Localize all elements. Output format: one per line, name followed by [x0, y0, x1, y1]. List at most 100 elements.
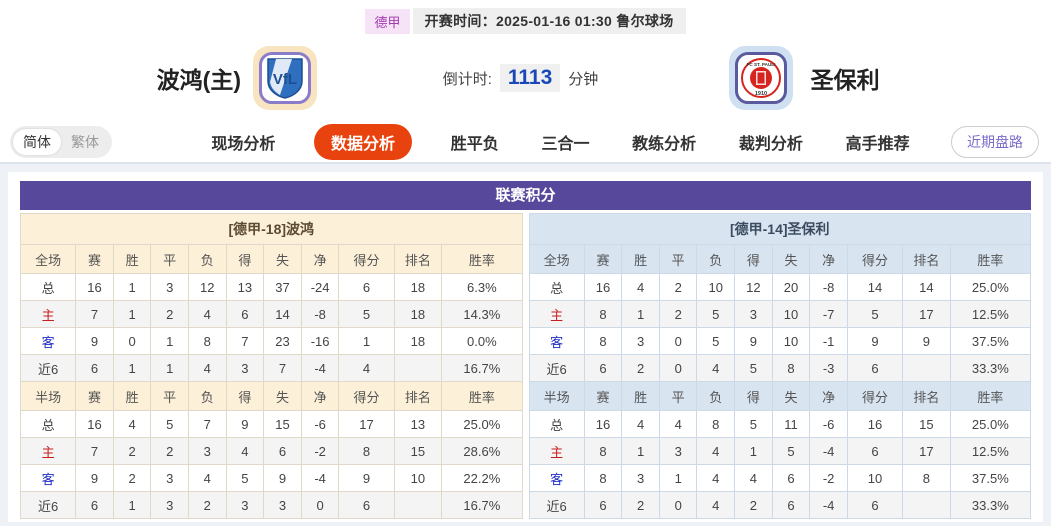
stat-cell: 4 — [225, 437, 265, 465]
stat-cell: 4 — [734, 464, 773, 492]
tab-教练分析[interactable]: 教练分析 — [632, 136, 697, 153]
stat-cell: 6.3% — [441, 273, 523, 301]
stat-cell: 5 — [696, 300, 736, 328]
stat-cell: 6 — [338, 273, 395, 301]
column-header: 排名 — [902, 381, 951, 411]
tab-现场分析[interactable]: 现场分析 — [211, 136, 276, 153]
stat-cell: 18 — [393, 300, 443, 328]
stat-cell: 5 — [734, 410, 773, 438]
home-team-block: 波鸿(主) VfL — [0, 46, 379, 110]
column-header: 胜 — [621, 381, 660, 411]
stat-cell: 7 — [225, 327, 265, 355]
table-row: 客 8 3 1 4 4 6 -2 10 8 37.5% — [528, 464, 1032, 492]
countdown-label: 倒计时: — [442, 70, 492, 88]
column-header: 负 — [696, 244, 736, 274]
stat-cell: 4 — [658, 410, 698, 438]
stat-cell: 6 — [583, 354, 623, 382]
stat-cell: 5 — [338, 300, 395, 328]
tab-数据分析[interactable]: 数据分析 — [314, 124, 413, 160]
stat-cell: 8 — [583, 464, 623, 492]
lang-option-简体[interactable]: 简体 — [13, 129, 61, 155]
stat-cell: 14 — [846, 273, 904, 301]
stat-cell: 23 — [263, 327, 302, 355]
column-header: 胜率 — [949, 244, 1032, 274]
stat-cell: 2 — [621, 491, 660, 519]
language-toggle[interactable]: 简体 繁体 — [10, 126, 112, 158]
stat-cell: 16 — [75, 410, 114, 438]
column-header: 全场 — [528, 244, 585, 274]
stat-cell: 4 — [187, 354, 227, 382]
tab-胜平负[interactable]: 胜平负 — [450, 136, 499, 153]
stat-cell: 10 — [771, 327, 811, 355]
stat-cell: 14 — [263, 300, 302, 328]
recent-trend-button[interactable]: 近期盘路 — [951, 126, 1039, 158]
countdown-value: 1113 — [499, 64, 561, 92]
stat-cell: 25.0% — [441, 410, 523, 438]
stat-cell: 9 — [263, 464, 302, 492]
stat-cell: 37 — [263, 273, 302, 301]
tab-裁判分析[interactable]: 裁判分析 — [738, 136, 803, 153]
away-standings-table: [德甲-14]圣保利 全场赛胜平负得失净得分 排名 胜率 总 16 4 2 10 12 20 -8… — [528, 213, 1032, 519]
column-header: 净 — [809, 381, 848, 411]
away-team-logo: FC ST. PAULI 1910 — [728, 46, 793, 110]
stat-cell: 6 — [338, 491, 395, 519]
stat-cell — [393, 354, 443, 382]
column-header: 失 — [263, 381, 302, 411]
column-header: 净 — [300, 244, 340, 274]
away-halftime-header: 半场赛胜平负得失净得分 排名 胜率 — [528, 381, 1032, 411]
stat-cell: -4 — [300, 354, 340, 382]
stat-cell: 10 — [771, 300, 811, 328]
lang-option-繁体[interactable]: 繁体 — [71, 134, 99, 150]
stat-cell: 0 — [658, 491, 698, 519]
stat-cell — [393, 491, 443, 519]
stat-cell: 8 — [771, 354, 811, 382]
stat-cell: 15 — [902, 410, 951, 438]
row-label: 近6 — [528, 354, 585, 382]
stat-cell: 1 — [150, 354, 189, 382]
stat-cell: 15 — [263, 410, 302, 438]
stat-cell: 12 — [734, 273, 773, 301]
stat-cell: 4 — [696, 491, 736, 519]
stat-cell: 8 — [583, 327, 623, 355]
tab-高手推荐[interactable]: 高手推荐 — [845, 136, 910, 153]
row-label: 近6 — [19, 491, 77, 519]
column-header: 平 — [658, 381, 698, 411]
column-header: 排名 — [393, 244, 443, 274]
stat-cell: 16 — [583, 410, 623, 438]
stat-cell: 16 — [75, 273, 114, 301]
table-row: 主 8 1 2 5 3 10 -7 5 17 12.5% — [528, 300, 1032, 328]
column-header: 半场 — [19, 381, 77, 411]
stat-cell: 3 — [658, 437, 698, 465]
table-row: 客 9 0 1 8 7 23 -16 1 18 0.0% — [19, 327, 523, 355]
column-header: 胜率 — [441, 381, 523, 411]
stat-cell: 8 — [338, 437, 395, 465]
stat-cell: 16 — [846, 410, 904, 438]
stat-cell: 5 — [846, 300, 904, 328]
stat-cell: 2 — [734, 491, 773, 519]
column-header: 胜 — [621, 244, 660, 274]
column-header: 平 — [658, 244, 698, 274]
column-header: 排名 — [902, 244, 951, 274]
row-label: 客 — [528, 464, 585, 492]
stat-cell: 17 — [338, 410, 395, 438]
table-row: 主 7 2 2 3 4 6 -2 8 15 28.6% — [19, 437, 523, 465]
stat-cell: 14 — [902, 273, 951, 301]
stat-cell: 3 — [225, 354, 265, 382]
row-label: 主 — [528, 300, 585, 328]
stat-cell: 1 — [338, 327, 395, 355]
stat-cell: 5 — [734, 354, 773, 382]
column-header: 胜率 — [441, 244, 523, 274]
stat-cell: 3 — [150, 464, 189, 492]
stat-cell: 22.2% — [441, 464, 523, 492]
tab-三合一[interactable]: 三合一 — [541, 136, 590, 153]
column-header: 赛 — [583, 381, 623, 411]
column-header: 负 — [696, 381, 736, 411]
away-fulltime-header: 全场赛胜平负得失净得分 排名 胜率 — [528, 244, 1032, 274]
stat-cell: 2 — [658, 300, 698, 328]
countdown: 倒计时: 1113 分钟 — [379, 64, 663, 92]
stat-cell: 6 — [263, 437, 302, 465]
stat-cell: 2 — [112, 437, 152, 465]
stat-cell: 13 — [393, 410, 443, 438]
home-team-name: 波鸿(主) — [156, 67, 241, 93]
stat-cell: 12.5% — [949, 300, 1032, 328]
